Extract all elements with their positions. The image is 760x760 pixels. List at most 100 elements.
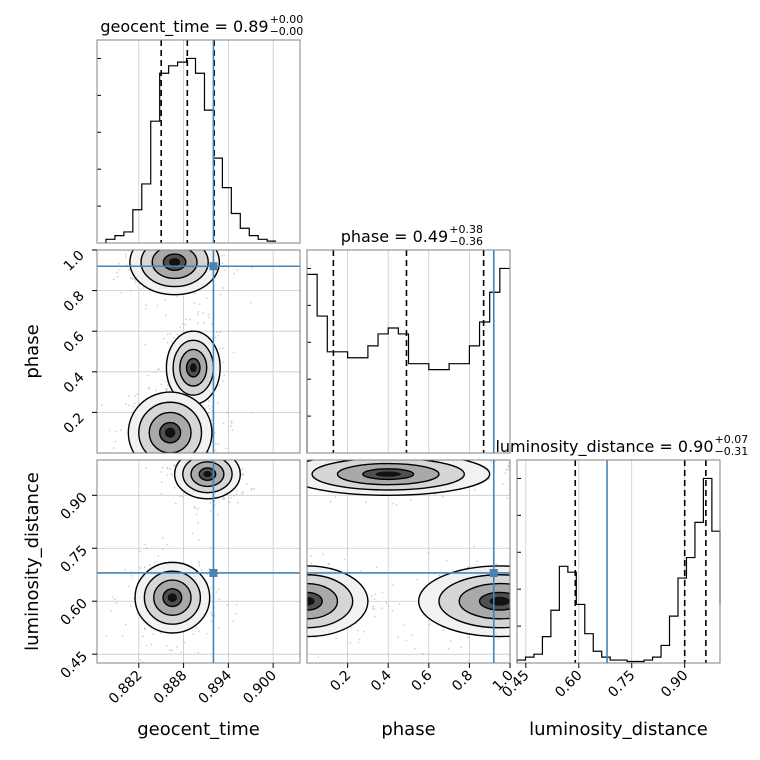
- sample-point: [105, 635, 108, 638]
- sample-point: [380, 454, 382, 456]
- sample-point: [349, 642, 352, 644]
- sample-point: [505, 468, 508, 471]
- sample-point: [183, 454, 185, 456]
- sample-point: [162, 233, 164, 235]
- sample-point: [579, 623, 581, 625]
- sample-point: [297, 615, 299, 617]
- sample-point: [274, 577, 276, 579]
- sample-point: [230, 425, 232, 428]
- sample-point: [259, 593, 261, 595]
- sample-point: [209, 510, 212, 512]
- sample-point: [589, 584, 591, 586]
- sample-point: [264, 628, 266, 630]
- sample-point: [216, 458, 218, 460]
- sample-point: [185, 240, 187, 242]
- sample-point: [177, 455, 179, 457]
- sample-point: [507, 468, 510, 471]
- sample-point: [385, 602, 388, 604]
- sample-point: [301, 636, 303, 638]
- sample-point: [568, 607, 570, 609]
- sample-point: [397, 636, 399, 639]
- sample-point: [467, 659, 470, 662]
- sample-point: [144, 627, 146, 629]
- sample-point: [150, 643, 153, 646]
- sample-point: [532, 634, 534, 636]
- sample-point: [155, 389, 157, 392]
- sample-point: [268, 480, 270, 482]
- sample-point: [252, 630, 254, 632]
- sample-point: [142, 287, 145, 289]
- sample-point: [278, 598, 280, 600]
- sample-point: [285, 612, 287, 614]
- sample-point: [176, 333, 179, 336]
- sample-point: [335, 637, 337, 640]
- sample-point: [539, 617, 541, 619]
- sample-point: [241, 648, 243, 650]
- sample-point: [192, 633, 195, 636]
- sample-point: [177, 228, 179, 230]
- sample-point: [305, 598, 307, 600]
- density-peak: [489, 596, 510, 606]
- sample-point: [445, 667, 447, 669]
- sample-point: [164, 299, 166, 301]
- sample-point: [182, 245, 184, 247]
- x-tick-label: 0.75: [605, 668, 638, 701]
- sample-point: [537, 599, 539, 601]
- sample-point: [173, 464, 176, 467]
- sample-point: [128, 268, 130, 271]
- sample-point: [217, 627, 220, 630]
- sample-point: [216, 331, 218, 334]
- title-upper-error: +0.07: [715, 433, 749, 446]
- sample-point: [293, 575, 295, 577]
- sample-point: [556, 591, 558, 593]
- sample-point: [235, 603, 238, 606]
- sample-point: [161, 466, 164, 469]
- sample-point: [125, 256, 127, 258]
- sample-point: [207, 404, 210, 407]
- sample-point: [196, 456, 198, 458]
- sample-point: [208, 400, 211, 403]
- sample-point: [235, 593, 237, 595]
- sample-point: [524, 629, 526, 631]
- truth-marker: [209, 262, 218, 271]
- sample-point: [287, 592, 289, 594]
- sample-point: [276, 577, 278, 579]
- hist-panel-phase: [306, 249, 511, 454]
- panel-geocent_time-vs-phase: [96, 228, 301, 471]
- sample-point: [556, 621, 558, 623]
- sample-point: [302, 588, 304, 590]
- sample-point: [181, 495, 184, 498]
- sample-point: [246, 623, 248, 625]
- sample-point: [292, 590, 294, 592]
- sample-point: [363, 630, 366, 633]
- sample-point: [232, 351, 235, 354]
- sample-point: [294, 622, 296, 624]
- sample-point: [265, 603, 267, 605]
- sample-point: [119, 469, 121, 471]
- sample-point: [239, 581, 241, 583]
- sample-point: [381, 591, 384, 594]
- sample-point: [286, 563, 288, 565]
- sample-point: [302, 617, 304, 619]
- x-tick-label: 0.882: [106, 668, 146, 708]
- sample-point: [283, 608, 285, 610]
- sample-point: [166, 333, 169, 336]
- sample-point: [197, 651, 200, 654]
- sample-point: [181, 455, 183, 457]
- sample-point: [198, 235, 200, 237]
- sample-point: [211, 323, 213, 325]
- sample-point: [288, 597, 290, 599]
- sample-point: [538, 586, 540, 588]
- sample-point: [172, 336, 175, 339]
- sample-point: [217, 457, 219, 459]
- sample-point: [160, 480, 163, 483]
- sample-point: [506, 497, 508, 500]
- sample-point: [285, 624, 287, 626]
- sample-point: [191, 532, 194, 535]
- sample-point: [127, 404, 130, 407]
- sample-point: [315, 636, 317, 639]
- sample-point: [282, 473, 284, 475]
- sample-point: [245, 607, 247, 609]
